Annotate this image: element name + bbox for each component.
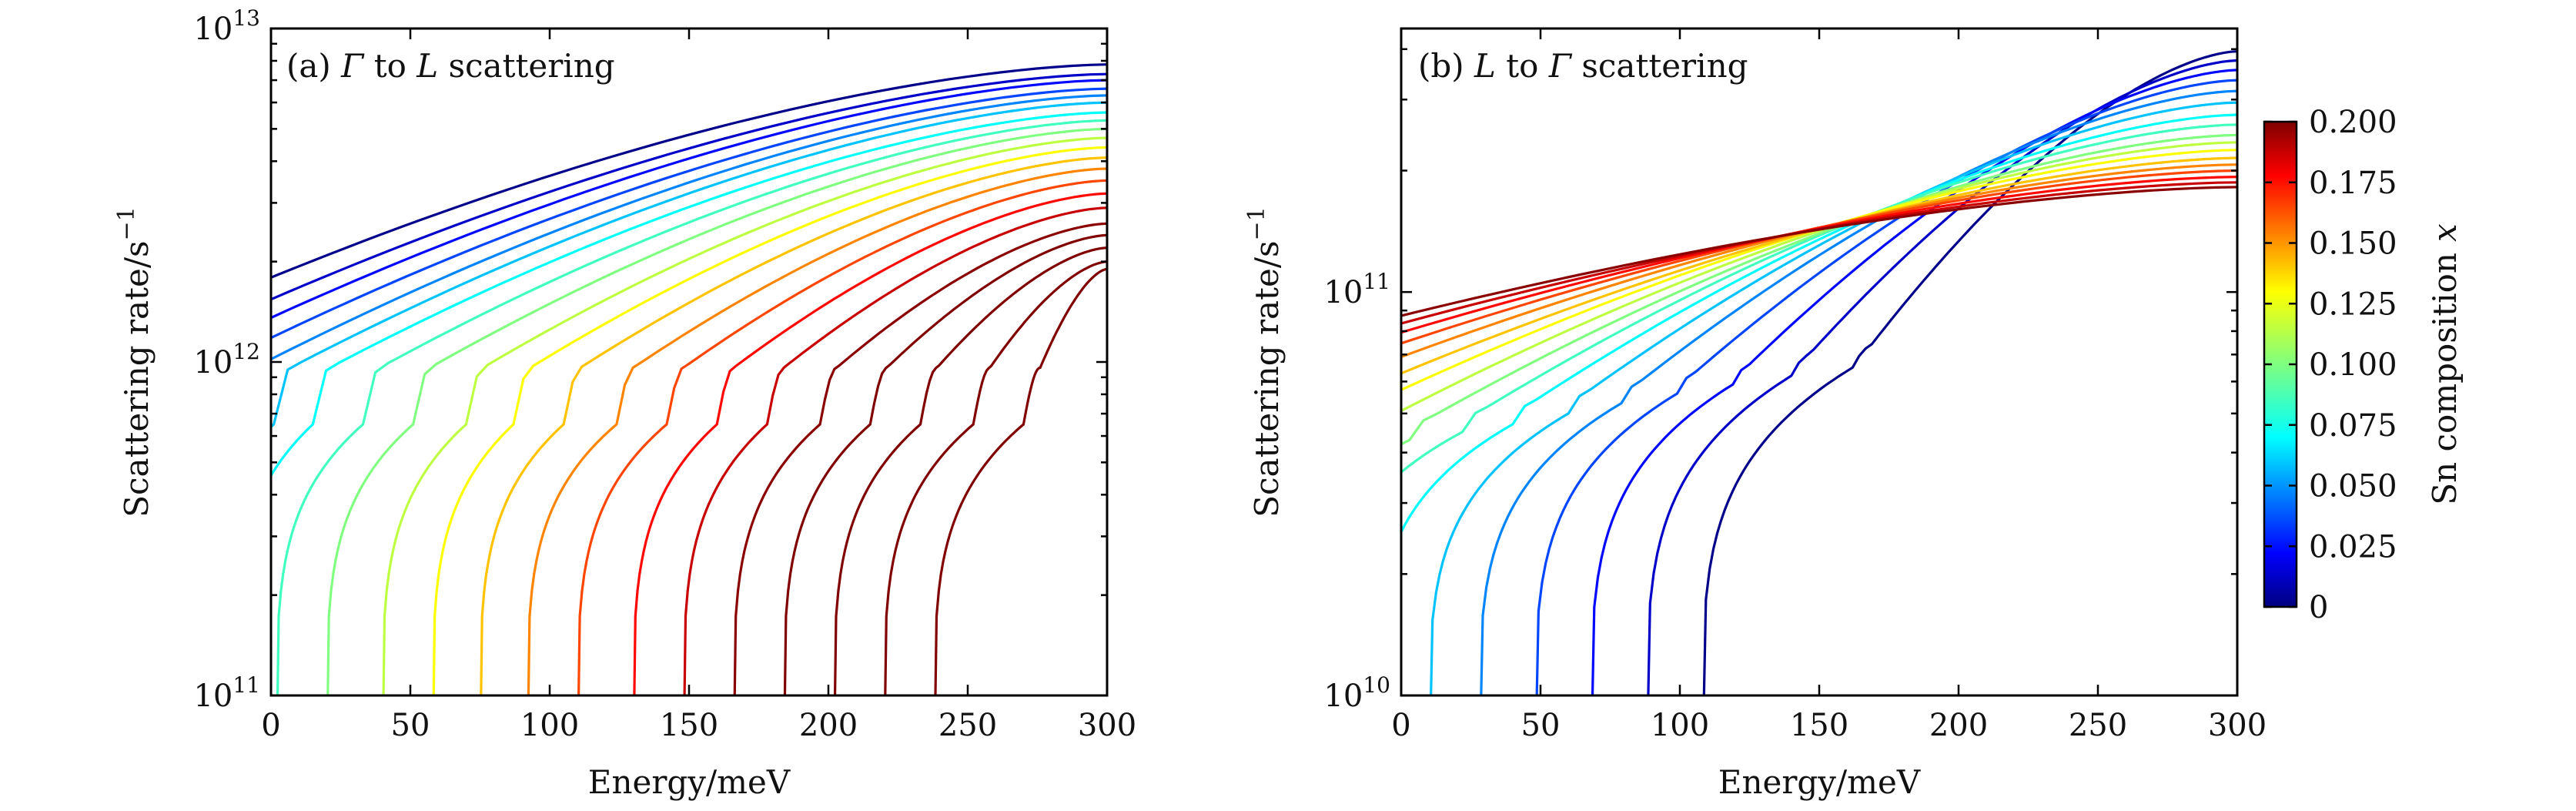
panel-b-y-label: Scattering rate/s−1	[1243, 206, 1286, 518]
y-tick-label: 1013	[193, 5, 260, 47]
series-line	[271, 72, 1107, 301]
colorbar-tick-label: 0.175	[2309, 166, 2397, 201]
colorbar-tick-label: 0.075	[2309, 408, 2397, 444]
series-line	[1480, 89, 2237, 695]
colorbar-label: Sn compositionx	[2426, 223, 2464, 505]
series-line	[432, 146, 1107, 695]
series-line	[326, 127, 1107, 695]
series-line	[276, 119, 1107, 695]
x-tick-label: 300	[1078, 708, 1136, 743]
colorbar-tick-label: 0.025	[2309, 529, 2397, 565]
series-line	[577, 179, 1107, 695]
colorbar-tick-label: 0.150	[2309, 226, 2397, 262]
panel-b-frame	[1400, 27, 2239, 697]
panel-a-x-label: Energy/meV	[588, 763, 791, 801]
panel-a-frame	[269, 27, 1109, 697]
series-line	[884, 260, 1107, 695]
panel-a-x-ticks: 0 50 100 150 200 250 300	[261, 28, 1136, 743]
panel-b-x-label: Energy/meV	[1718, 763, 1921, 801]
panel-b: 0 50 100 150 200 250 300 1010 1011 (b) L to Γ s…	[1243, 27, 2267, 801]
panel-b-curves	[1401, 50, 2237, 695]
series-line	[1401, 149, 2237, 391]
series-line	[1401, 133, 2237, 446]
x-tick-label: 0	[261, 708, 280, 743]
series-line	[683, 206, 1107, 695]
x-tick-label: 50	[1521, 708, 1561, 743]
panel-b-title: (b) L to Γ scattering	[1418, 47, 1748, 85]
series-line	[1535, 79, 2237, 695]
series-line	[1401, 123, 2237, 474]
series-line	[271, 63, 1107, 280]
series-line	[1401, 113, 2237, 535]
y-tick-label: 1011	[1323, 269, 1390, 310]
series-line	[271, 87, 1107, 340]
series-line	[833, 246, 1107, 695]
x-tick-label: 300	[2208, 708, 2267, 743]
colorbar-tick-label: 0.200	[2309, 105, 2397, 140]
x-tick-label: 50	[391, 708, 430, 743]
x-tick-label: 0	[1391, 708, 1410, 743]
y-tick-label: 1012	[193, 339, 260, 380]
series-line	[271, 111, 1107, 478]
series-line	[1591, 69, 2237, 695]
series-line	[633, 192, 1107, 695]
x-tick-label: 250	[938, 708, 997, 743]
x-tick-label: 100	[1651, 708, 1709, 743]
colorbar-tick-label: 0.125	[2309, 287, 2397, 322]
x-tick-label: 200	[1929, 708, 1988, 743]
series-line	[1702, 50, 2237, 695]
x-tick-label: 250	[2069, 708, 2127, 743]
series-line	[271, 101, 1107, 429]
panel-a-title: (a) Γ to L scattering	[286, 47, 615, 85]
series-line	[480, 156, 1107, 695]
colorbar: 0.200 0.175 0.150 0.125 0.100 0.075 0.050 0.025…	[2263, 105, 2464, 625]
x-tick-label: 150	[1790, 708, 1848, 743]
series-line	[271, 79, 1107, 320]
colorbar-tick-label: 0.100	[2309, 347, 2397, 383]
series-line	[783, 233, 1107, 695]
series-line	[527, 167, 1107, 695]
series-line	[733, 222, 1107, 695]
panel-a-curves	[271, 63, 1107, 695]
y-tick-label: 1010	[1323, 672, 1390, 714]
series-line	[934, 267, 1107, 695]
series-line	[271, 94, 1107, 361]
series-line	[1430, 101, 2237, 695]
series-line	[1401, 141, 2237, 413]
panel-b-y-ticks: 1010 1011	[1323, 48, 2237, 714]
series-line	[1401, 156, 2237, 375]
series-line	[1401, 186, 2237, 317]
series-line	[1647, 59, 2237, 695]
panel-b-x-ticks: 0 50 100 150 200 250 300	[1391, 28, 2267, 743]
x-tick-label: 150	[660, 708, 718, 743]
series-line	[1401, 163, 2237, 359]
colorbar-ticks: 0.200 0.175 0.150 0.125 0.100 0.075 0.050 0.025…	[2264, 105, 2397, 625]
x-tick-label: 100	[520, 708, 579, 743]
panel-a: 0 50 100 150 200 250 300 1011 1012 1013 (a) Γ to…	[113, 5, 1136, 801]
colorbar-tick-label: 0.050	[2309, 469, 2397, 504]
colorbar-tick-label: 0	[2309, 590, 2328, 625]
series-line	[1401, 169, 2237, 345]
y-tick-label: 1011	[193, 672, 260, 714]
x-tick-label: 200	[799, 708, 858, 743]
panel-a-y-label: Scattering rate/s−1	[113, 206, 156, 518]
series-line	[1401, 181, 2237, 325]
series-line	[382, 136, 1107, 695]
panel-a-y-ticks: 1011 1012 1013	[193, 5, 1107, 714]
series-line	[1401, 176, 2237, 334]
